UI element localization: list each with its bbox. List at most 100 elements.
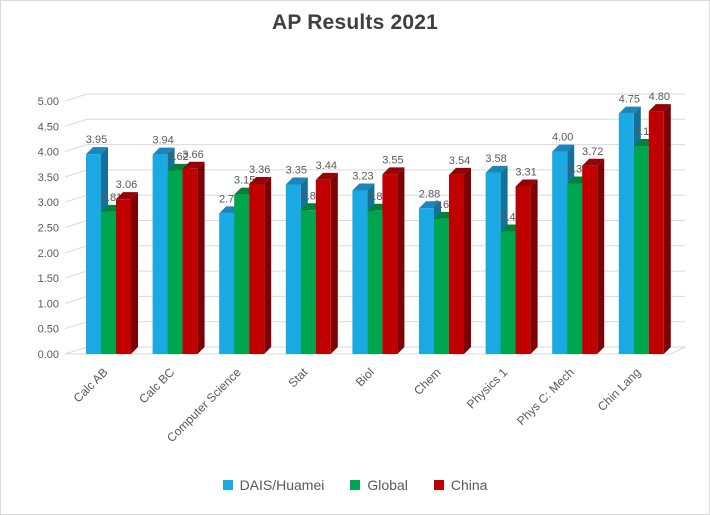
bar [618,113,634,355]
bar-side-face [597,158,605,354]
bar-top-face [249,176,272,184]
legend-item: DAIS/Huamei [222,477,325,493]
x-axis-category-label: Chem [411,365,444,398]
bar [633,146,649,354]
legend-item: Global [350,477,408,493]
x-axis-category-label: Phys C: Mech [514,365,577,428]
y-axis-tick-label: 5.00 [38,96,59,108]
legend-item: China [433,477,488,493]
value-label: 3.31 [515,167,536,179]
bar-top-face [285,177,308,185]
legend-label: Global [367,477,408,493]
value-label: 3.58 [485,153,506,165]
bar-top-face [552,144,575,152]
y-axis-tick-label: 3.00 [38,197,59,209]
bar-side-face [197,161,205,354]
bar [352,190,368,354]
y-axis-tick-label: 3.50 [38,172,59,184]
value-label: 4.80 [649,91,670,103]
legend-swatch [433,480,444,490]
bar [285,184,301,354]
x-axis-category-label: Stat [285,365,310,390]
value-label: 2.88 [419,188,440,200]
bar-top-face [352,183,375,191]
y-axis-tick-label: 2.00 [38,248,59,260]
bar-top-face [515,179,538,187]
bar-top-face [419,201,441,209]
gridline [64,93,685,102]
bar [515,186,531,354]
bar-side-face [464,167,471,354]
value-label: 3.55 [382,154,403,166]
x-axis-category-label: Computer Science [164,365,244,445]
gridline [64,118,685,127]
value-label: 4.75 [619,94,640,106]
bar-top-face [315,172,338,180]
bar [434,218,449,354]
bar [485,172,501,354]
bar-top-face [116,192,138,200]
bar [86,154,101,354]
bar [315,179,331,354]
bar [300,210,316,354]
y-axis-tick-label: 2.50 [38,223,59,235]
value-label: 3.35 [286,164,307,176]
bar-top-face [449,167,471,175]
value-label: 4.00 [552,132,573,144]
value-label: 3.94 [152,135,173,147]
bar [249,183,265,354]
x-axis-category-label: Calc AB [71,365,111,405]
bar [500,231,516,354]
bar-top-face [582,158,605,166]
legend-label: DAIS/Huamei [239,477,325,493]
bar [552,151,568,354]
gridline [64,144,685,153]
bar-top-face [182,161,205,169]
y-axis-tick-label: 1.50 [38,273,59,285]
bar [116,199,131,354]
bar-top-face [152,147,175,155]
value-label: 3.62 [167,151,188,163]
bar [167,170,183,354]
y-axis-tick-label: 4.00 [38,147,59,159]
bar-top-face [382,167,405,175]
bar-side-face [131,192,138,354]
legend-label: China [450,477,488,493]
bar [648,111,664,355]
value-label: 3.95 [86,134,107,146]
bar [367,210,383,354]
floor-edge [65,346,686,355]
value-label: 3.72 [582,146,603,158]
bar-top-face [86,147,108,155]
bar-side-face [397,167,405,354]
value-label: 3.44 [316,160,337,172]
bar [219,213,235,354]
bar [567,183,583,354]
bar [101,211,116,354]
bar-top-face [485,165,508,173]
bar-side-face [264,176,272,354]
legend: DAIS/Huamei Global China [1,477,709,493]
x-axis-category-label: Chin Lang [595,365,644,414]
value-label: 3.06 [116,179,137,191]
bar [382,174,398,354]
bar [582,165,598,354]
bar-top-face [648,104,671,112]
y-axis-tick-label: 0.00 [38,349,59,361]
bar [234,194,250,354]
bar-side-face [330,172,338,354]
bar [182,168,198,354]
bar [152,154,168,354]
x-axis-category-label: Physics 1 [464,365,510,411]
y-axis-tick-label: 1.00 [38,298,59,310]
y-axis-tick-label: 0.50 [38,324,59,336]
y-axis-tick-label: 4.50 [38,121,59,133]
x-axis-category-label: Calc BC [136,365,177,406]
value-label: 3.36 [249,164,270,176]
x-axis-category-label: Biol [353,365,377,389]
value-label: 3.66 [182,149,203,161]
bar [449,174,464,354]
chart-title: AP Results 2021 [271,11,439,34]
legend-swatch [350,480,361,490]
